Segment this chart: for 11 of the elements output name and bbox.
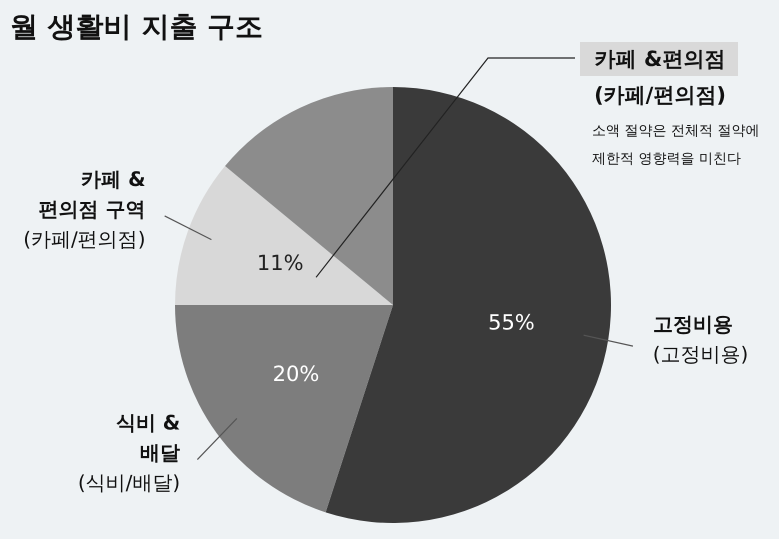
data-label: 20% xyxy=(272,362,320,386)
chart-title: 월 생활비 지출 구조 xyxy=(10,10,264,43)
slice-label: 고정비용 (고정비용) xyxy=(652,312,748,366)
data-label: 55% xyxy=(488,310,535,335)
data-label: 11% xyxy=(256,251,304,276)
slice-label: 카페 & 편의점 구역 (카페/편의점) xyxy=(23,166,146,251)
text: 소액 절약은 전체적 절약에 제한적 영향력을 미친다 xyxy=(592,123,760,167)
pie-slice xyxy=(225,87,393,305)
pie-slice xyxy=(175,166,393,305)
text: 카페 &편의점 (카페/편의점) xyxy=(594,47,726,107)
slice-label: 식비 & 배달 (식비/배달) xyxy=(78,410,180,495)
